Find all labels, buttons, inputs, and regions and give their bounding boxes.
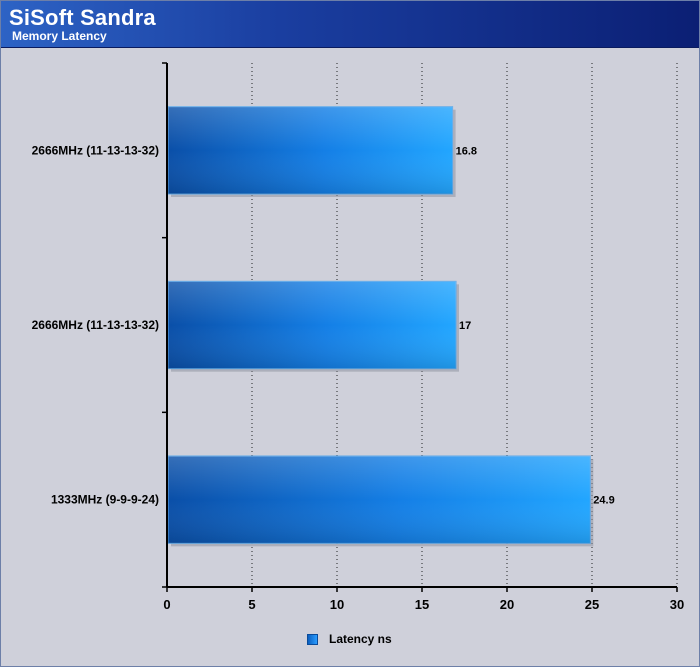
x-tick-label-6: 30: [670, 597, 684, 612]
bar-highlight-1: [168, 281, 456, 369]
x-tick-label-1: 5: [248, 597, 255, 612]
x-tick-label-0: 0: [163, 597, 170, 612]
bar-highlight-0: [168, 106, 453, 194]
category-label-1: 2666MHz (11-13-13-32): [32, 318, 159, 332]
chart-title: SiSoft Sandra: [9, 5, 156, 30]
data-label-1: 17: [459, 320, 471, 332]
legend-swatch: [307, 633, 318, 645]
legend-label: Latency ns: [329, 632, 392, 646]
chart-subtitle: Memory Latency: [12, 29, 107, 43]
x-tick-label-5: 25: [585, 597, 599, 612]
x-tick-label-2: 10: [330, 597, 344, 612]
x-tick-label-4: 20: [500, 597, 514, 612]
legend: Latency ns: [307, 632, 392, 646]
data-label-0: 16.8: [456, 145, 477, 157]
x-tick-label-3: 15: [415, 597, 429, 612]
bar-highlight-2: [168, 456, 591, 544]
chart-header: SiSoft Sandra Memory Latency: [1, 1, 699, 48]
data-label-2: 24.9: [593, 495, 614, 507]
category-label-0: 2666MHz (11-13-13-32): [32, 143, 159, 157]
category-label-2: 1333MHz (9-9-9-24): [51, 493, 159, 507]
